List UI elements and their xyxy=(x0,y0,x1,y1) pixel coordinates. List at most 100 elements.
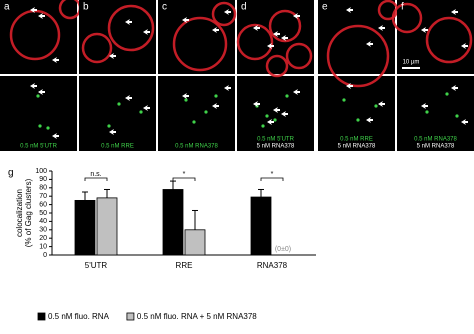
significance-bracket xyxy=(260,177,284,181)
arrow xyxy=(421,27,428,33)
significance-label: * xyxy=(183,171,186,178)
x-tick-label: RRE xyxy=(176,261,193,270)
panel-label: 0.5 nM 5'UTR xyxy=(20,144,57,150)
arrow xyxy=(253,25,260,31)
membrane-ring xyxy=(236,23,274,61)
arrow xyxy=(30,7,37,13)
panel-letter: f xyxy=(401,2,404,13)
panel-label: 0.5 nM 5'UTR xyxy=(257,137,294,143)
panel: a 0.5 nM 5'UTR xyxy=(0,0,82,151)
membrane-ring xyxy=(425,16,473,64)
arrow xyxy=(346,83,353,89)
legend-swatch xyxy=(37,312,46,321)
membrane-ring xyxy=(326,24,390,88)
arrow xyxy=(38,89,45,95)
panel-letter: e xyxy=(322,2,328,13)
arrow xyxy=(143,105,150,111)
membrane-ring xyxy=(265,54,289,78)
arrow xyxy=(461,43,468,49)
arrow xyxy=(346,7,353,13)
rna-dot xyxy=(204,110,208,114)
bar xyxy=(184,229,206,256)
y-tick-label: 50 xyxy=(39,210,47,217)
arrow xyxy=(273,107,280,113)
legend-label: 0.5 nM fluo. RNA xyxy=(48,312,110,321)
arrow xyxy=(366,41,373,47)
rna-dot xyxy=(46,126,50,130)
rna-dot xyxy=(374,104,378,108)
y-tick-label: 20 xyxy=(39,235,47,242)
arrow xyxy=(461,119,468,125)
bar xyxy=(96,197,118,256)
arrow xyxy=(451,85,458,91)
panel-label: 0.5 nM RNA378 xyxy=(414,137,457,143)
bar xyxy=(250,196,272,256)
error-bar xyxy=(82,191,88,201)
legend-label: 0.5 nM fluo. RNA + 5 nM RNA378 xyxy=(137,312,257,321)
arrow xyxy=(224,9,231,15)
membrane-ring xyxy=(211,1,237,27)
rna-dot xyxy=(273,118,277,122)
legend-swatch xyxy=(126,312,135,321)
panel: b 0.5 nM RRE xyxy=(79,0,156,151)
arrow xyxy=(273,31,280,37)
significance-label: * xyxy=(271,171,274,178)
panel-label: 0.5 nM RRE xyxy=(340,137,373,143)
membrane-ring xyxy=(268,9,302,43)
y-tick-label: 80 xyxy=(39,185,47,192)
arrow xyxy=(38,13,45,19)
arrow xyxy=(267,43,274,49)
arrow xyxy=(366,117,373,123)
arrow xyxy=(267,119,274,125)
arrow xyxy=(125,19,132,25)
significance-label: n.s. xyxy=(90,171,101,178)
arrow xyxy=(125,95,132,101)
rna-dot xyxy=(139,110,143,114)
arrow xyxy=(109,129,116,135)
panel-label: 0.5 nM RRE xyxy=(101,144,134,150)
arrow xyxy=(143,29,150,35)
image-top xyxy=(158,0,235,74)
significance-bracket xyxy=(84,177,108,181)
image-bottom xyxy=(318,76,395,151)
bar xyxy=(74,199,96,256)
error-bar xyxy=(104,188,110,198)
arrow xyxy=(293,89,300,95)
panel: c 0.5 nM RNA378 xyxy=(158,0,237,151)
image-bottom xyxy=(0,76,77,151)
membrane-ring xyxy=(81,32,113,64)
arrow xyxy=(212,27,219,33)
y-axis-label-line: (% of Gag clusters) xyxy=(24,178,33,247)
rna-dot xyxy=(445,92,449,96)
rna-dot xyxy=(214,94,218,98)
error-bar xyxy=(258,188,264,198)
y-axis-label: colocalization(% of Gag clusters) xyxy=(15,178,33,247)
arrow xyxy=(421,103,428,109)
rna-dot xyxy=(107,124,111,128)
arrow xyxy=(212,103,219,109)
arrow xyxy=(253,101,260,107)
arrow xyxy=(52,133,59,139)
arrow xyxy=(281,111,288,117)
y-axis-label-line: colocalization xyxy=(15,189,24,237)
rna-dot xyxy=(192,120,196,124)
membrane-ring xyxy=(285,42,313,70)
panel-letter: b xyxy=(83,2,89,13)
y-tick-label: 0 xyxy=(43,252,47,259)
error-bar xyxy=(192,209,198,230)
y-tick-label: 100 xyxy=(35,168,47,175)
arrow xyxy=(451,9,458,15)
rna-dot xyxy=(184,98,188,102)
panel-label: 5 nM RNA378 xyxy=(257,144,295,150)
significance-bracket xyxy=(172,177,196,181)
arrow xyxy=(281,35,288,41)
arrow xyxy=(30,83,37,89)
arrow xyxy=(378,25,385,31)
arrow xyxy=(182,93,189,99)
image-top xyxy=(397,0,474,74)
